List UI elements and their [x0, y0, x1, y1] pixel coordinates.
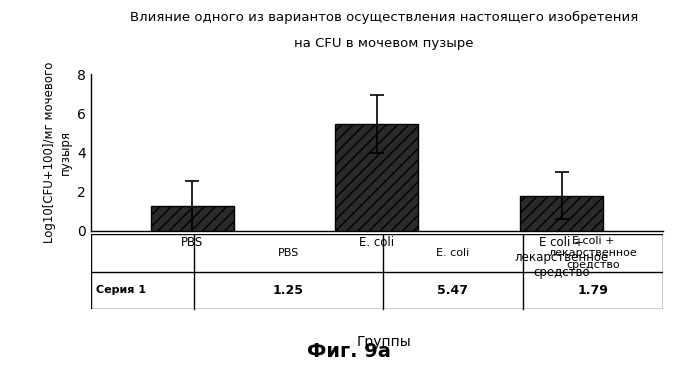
Text: Влияние одного из вариантов осуществления настоящего изобретения: Влияние одного из вариантов осуществлени… — [130, 11, 638, 24]
Text: E. coli: E. coli — [436, 248, 469, 258]
Bar — [520, 196, 603, 231]
Text: Группы: Группы — [357, 335, 411, 349]
Text: 5.47: 5.47 — [437, 284, 468, 296]
Text: Фиг. 9а: Фиг. 9а — [307, 342, 391, 361]
Bar — [335, 124, 419, 231]
Text: E coli +
лекарственное
средство: E coli + лекарственное средство — [549, 236, 637, 270]
Text: Серия 1: Серия 1 — [96, 285, 147, 295]
Text: PBS: PBS — [278, 248, 299, 258]
Text: на CFU в мочевом пузыре: на CFU в мочевом пузыре — [294, 37, 474, 50]
Text: 1.79: 1.79 — [577, 284, 609, 296]
Text: 1.25: 1.25 — [273, 284, 304, 296]
Y-axis label: Log10[CFU+100]/мг мочевого
пузыря: Log10[CFU+100]/мг мочевого пузыря — [43, 62, 71, 243]
Bar — [151, 206, 234, 231]
